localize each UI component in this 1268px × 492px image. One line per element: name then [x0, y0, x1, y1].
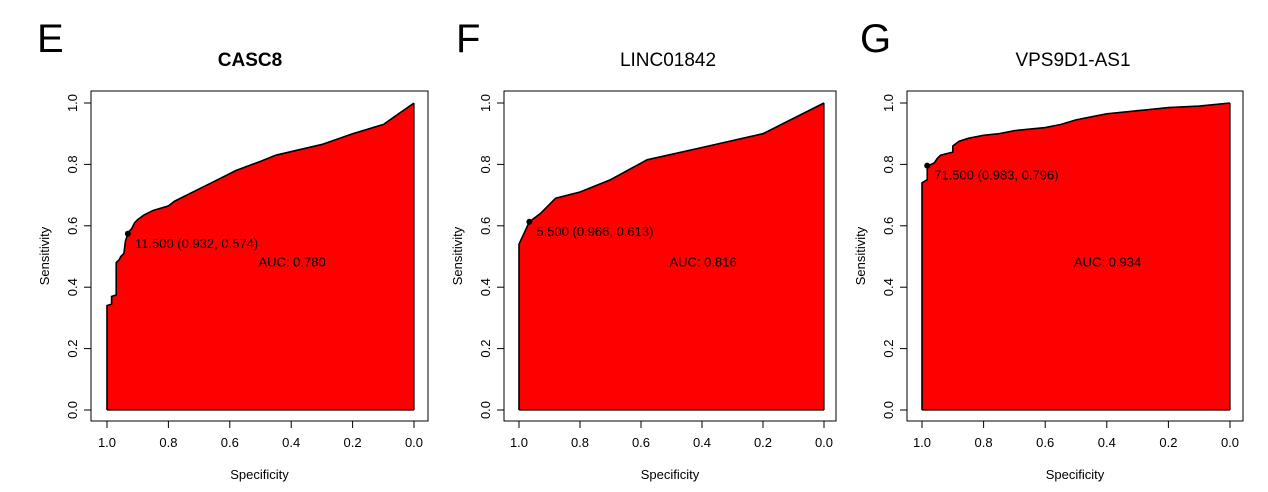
threshold-point: [526, 218, 533, 225]
y-tick-label: 0.8: [65, 155, 80, 173]
panel-letter: E: [37, 17, 64, 61]
x-tick-label: 0.0: [1221, 435, 1239, 450]
y-tick-label: 1.0: [478, 94, 493, 112]
x-tick-label: 0.4: [282, 435, 300, 450]
x-tick-label: 0.4: [1098, 435, 1116, 450]
chart-title: LINC01842: [620, 50, 716, 71]
threshold-label: 11.500 (0.932, 0.574): [135, 236, 258, 251]
y-tick-label: 0.0: [478, 401, 493, 419]
chart-title: VPS9D1-AS1: [1015, 50, 1130, 71]
roc-area-fill: [107, 103, 414, 410]
roc-area-fill: [922, 103, 1230, 410]
x-tick-label: 0.6: [221, 435, 239, 450]
x-tick-label: 0.4: [693, 435, 711, 450]
y-axis-label: Sensitivity: [37, 226, 52, 285]
plot-frame: [503, 90, 837, 422]
auc-label: AUC: 0.780: [259, 255, 326, 270]
x-tick-label: 0.2: [754, 435, 772, 450]
chart-title: CASC8: [218, 50, 282, 71]
roc-panel-f: F LINC01842 1.0 0.8 0.6 0.4 0.2 0.0 0.0 0.2 0.4 0.6…: [450, 17, 837, 482]
x-tick-label: 0.0: [815, 435, 833, 450]
x-tick-label: 0.6: [632, 435, 650, 450]
x-tick-label: 0.0: [405, 435, 423, 450]
y-tick-label: 0.6: [881, 217, 896, 235]
y-tick-label: 0.0: [65, 401, 80, 419]
x-tick-label: 0.2: [344, 435, 362, 450]
roc-panel-g: G VPS9D1-AS1 1.0 0.8 0.6 0.4 0.2 0.0 0.0 0.2 0.4 0.…: [853, 17, 1244, 482]
y-axis-label: Sensitivity: [853, 226, 868, 285]
x-tick-label: 0.8: [159, 435, 177, 450]
y-tick-label: 1.0: [65, 94, 80, 112]
x-tick-label: 1.0: [98, 435, 116, 450]
threshold-point: [124, 230, 131, 237]
roc-area-fill: [519, 103, 824, 410]
x-axis-label: Specificity: [641, 467, 700, 482]
y-tick-label: 0.8: [478, 155, 493, 173]
roc-curve-line: [921, 102, 1231, 410]
y-tick-label: 0.2: [881, 340, 896, 358]
x-tick-label: 0.6: [1036, 435, 1054, 450]
auc-label: AUC: 0.816: [670, 255, 737, 270]
y-tick-label: 0.6: [478, 217, 493, 235]
threshold-label: 5.500 (0.966, 0.613): [536, 224, 653, 239]
x-tick-label: 0.2: [1159, 435, 1177, 450]
roc-curve-line: [106, 102, 415, 410]
panel-letter: G: [860, 17, 891, 61]
roc-curve-line: [518, 102, 825, 410]
plot-frame: [906, 90, 1244, 422]
y-tick-label: 0.2: [478, 340, 493, 358]
x-tick-label: 1.0: [510, 435, 528, 450]
x-tick-label: 0.8: [975, 435, 993, 450]
y-tick-label: 0.4: [65, 278, 80, 296]
x-tick-label: 1.0: [913, 435, 931, 450]
panel-letter: F: [456, 17, 480, 61]
threshold-label: 71.500 (0.983, 0.796): [934, 168, 1058, 183]
x-axis-label: Specificity: [1046, 467, 1105, 482]
x-axis-label: Specificity: [230, 467, 289, 482]
auc-label: AUC: 0.934: [1074, 255, 1141, 270]
y-tick-label: 1.0: [881, 94, 896, 112]
x-tick-label: 0.8: [571, 435, 589, 450]
y-tick-label: 0.6: [65, 217, 80, 235]
y-tick-label: 0.4: [881, 278, 896, 296]
y-tick-label: 0.8: [881, 155, 896, 173]
threshold-point: [924, 162, 931, 169]
y-tick-label: 0.4: [478, 278, 493, 296]
y-tick-label: 0.2: [65, 340, 80, 358]
roc-panel-e: E CASC8 1.0 0.8 0.6 0.4 0.2 0.0 0.0 0.2 0.4 0.6 0.8 1…: [37, 17, 429, 482]
plot-frame: [90, 90, 429, 422]
y-tick-label: 0.0: [881, 401, 896, 419]
y-axis-label: Sensitivity: [450, 226, 465, 285]
